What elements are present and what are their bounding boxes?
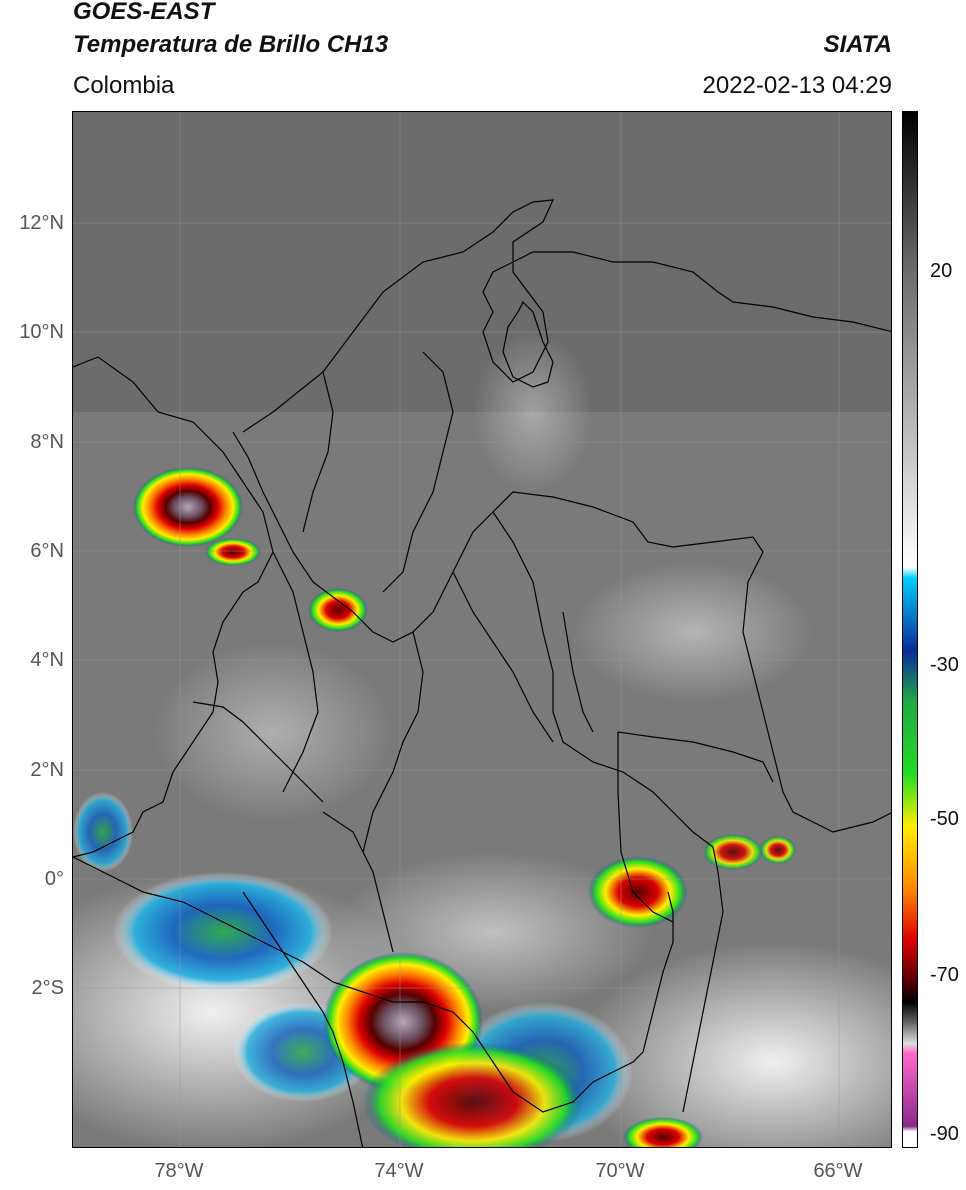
lat-tick-label: 12°N: [19, 212, 64, 234]
lat-tick-label: 8°N: [30, 431, 64, 453]
lat-tick-label: 0°: [44, 868, 64, 890]
colorbar-scale: [903, 112, 917, 1147]
lat-tick-label: 2°S: [31, 977, 64, 999]
colorbar-label: -70: [930, 964, 959, 986]
lat-tick-label: 10°N: [19, 321, 64, 343]
colorbar-label: 20: [930, 260, 953, 282]
borders: [73, 199, 891, 1147]
colorbar-label: -30: [930, 654, 959, 676]
lon-tick-label: 70°W: [595, 1160, 645, 1182]
lat-tick-label: 4°N: [30, 649, 64, 671]
satellite-title: GOES-EAST: [73, 0, 215, 25]
lon-tick-label: 74°W: [374, 1160, 424, 1182]
map-imagery: [73, 112, 891, 1147]
lon-tick-label: 66°W: [813, 1160, 863, 1182]
colorbar-label: -50: [930, 808, 959, 830]
lat-tick-label: 6°N: [30, 540, 64, 562]
lat-tick-label: 2°N: [30, 759, 64, 781]
satellite-map: [72, 111, 892, 1148]
graticule: [73, 112, 891, 1147]
colorbar-label: -90: [930, 1123, 959, 1145]
region-label: Colombia: [73, 72, 175, 99]
lon-tick-label: 78°W: [154, 1160, 204, 1182]
product-title: Temperatura de Brillo CH13: [73, 31, 389, 58]
agency-label: SIATA: [823, 31, 892, 58]
temperature-colorbar: [902, 111, 918, 1148]
timestamp-label: 2022-02-13 04:29: [702, 72, 893, 99]
